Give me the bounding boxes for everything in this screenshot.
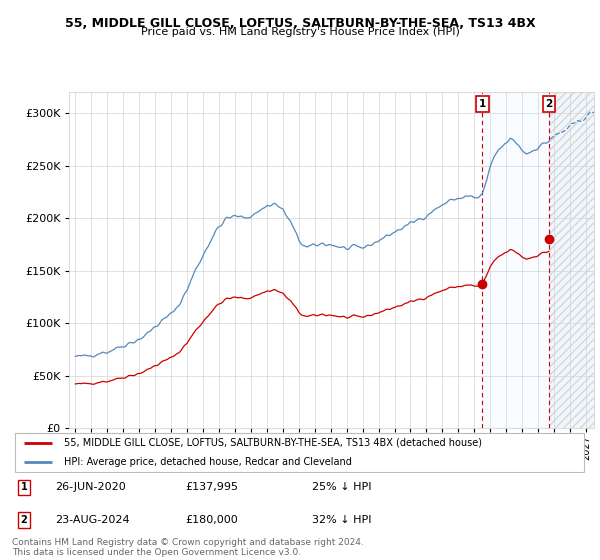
Text: Price paid vs. HM Land Registry's House Price Index (HPI): Price paid vs. HM Land Registry's House … bbox=[140, 27, 460, 37]
FancyBboxPatch shape bbox=[15, 433, 584, 472]
Bar bbox=[549, 92, 594, 428]
Text: 55, MIDDLE GILL CLOSE, LOFTUS, SALTBURN-BY-THE-SEA, TS13 4BX: 55, MIDDLE GILL CLOSE, LOFTUS, SALTBURN-… bbox=[65, 17, 535, 30]
Text: 1: 1 bbox=[479, 99, 486, 109]
Text: HPI: Average price, detached house, Redcar and Cleveland: HPI: Average price, detached house, Redc… bbox=[64, 458, 352, 467]
Text: Contains HM Land Registry data © Crown copyright and database right 2024.
This d: Contains HM Land Registry data © Crown c… bbox=[12, 538, 364, 557]
Text: 2: 2 bbox=[545, 99, 553, 109]
Text: 26-JUN-2020: 26-JUN-2020 bbox=[55, 482, 126, 492]
Text: 2: 2 bbox=[20, 515, 28, 525]
Text: £180,000: £180,000 bbox=[185, 515, 238, 525]
Text: 23-AUG-2024: 23-AUG-2024 bbox=[55, 515, 130, 525]
Text: 25% ↓ HPI: 25% ↓ HPI bbox=[311, 482, 371, 492]
Text: 32% ↓ HPI: 32% ↓ HPI bbox=[311, 515, 371, 525]
Text: 55, MIDDLE GILL CLOSE, LOFTUS, SALTBURN-BY-THE-SEA, TS13 4BX (detached house): 55, MIDDLE GILL CLOSE, LOFTUS, SALTBURN-… bbox=[64, 438, 482, 448]
Text: 1: 1 bbox=[20, 482, 28, 492]
Bar bbox=[482, 92, 549, 428]
Text: £137,995: £137,995 bbox=[185, 482, 238, 492]
